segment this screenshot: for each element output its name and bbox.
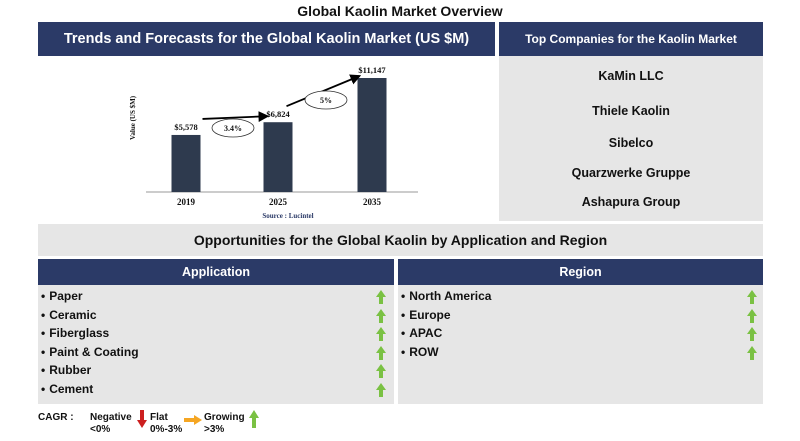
chart-header: Trends and Forecasts for the Global Kaol…: [38, 22, 495, 56]
region-header: Region: [398, 259, 763, 285]
bullet-icon: •: [401, 289, 406, 303]
chart-source: Source : Lucintel: [262, 212, 313, 220]
legend-negative-range: <0%: [90, 424, 111, 435]
list-item: • ROW: [401, 345, 439, 359]
list-item-label: Rubber: [49, 363, 92, 377]
list-item-label: Paper: [49, 289, 83, 303]
company-item: Quarzwerke Gruppe: [571, 166, 691, 180]
list-item-label: Europe: [409, 307, 451, 322]
cagr-bubble: [211, 118, 255, 138]
x-tick-label: 2019: [177, 197, 196, 207]
arrow-right-icon: [184, 415, 202, 425]
list-item: • Ceramic: [41, 308, 97, 322]
bullet-icon: •: [41, 326, 46, 340]
company-item: KaMin LLC: [598, 69, 664, 83]
legend-flat-range: 0%-3%: [150, 424, 183, 435]
cagr-label: 5%: [320, 96, 332, 105]
bullet-icon: •: [41, 363, 46, 377]
list-item-label: APAC: [409, 326, 443, 340]
region-panel: • North America • Europe • APAC • ROW: [398, 285, 763, 404]
y-axis-label: Value (US $M): [129, 95, 137, 140]
list-item: • Cement: [41, 382, 93, 396]
bar: [171, 134, 201, 192]
cagr-arrow: [202, 111, 270, 122]
list-item: • Fiberglass: [41, 326, 109, 340]
company-item: Sibelco: [608, 136, 654, 150]
chart-area: Value (US $M) $5,578 2019 $6,824 2025 $11,147…: [38, 56, 495, 221]
companies-panel: KaMin LLC Thiele Kaolin Sibelco Quarzwer…: [499, 56, 763, 221]
arrow-up-icon: [376, 327, 386, 341]
legend-title: CAGR :: [38, 412, 74, 423]
bullet-icon: •: [41, 381, 46, 396]
data-label: $6,824: [266, 109, 290, 119]
list-item-label: ROW: [409, 344, 439, 359]
list-item-label: Fiberglass: [49, 326, 110, 340]
list-item-label: Ceramic: [49, 307, 97, 322]
opportunities-title: Opportunities for the Global Kaolin by A…: [38, 224, 763, 256]
arrow-up-icon: [747, 327, 757, 341]
bullet-icon: •: [41, 289, 46, 303]
application-header: Application: [38, 259, 394, 285]
arrow-up-icon: [376, 345, 386, 360]
data-label: $11,147: [358, 65, 386, 75]
list-item-label: Cement: [49, 381, 94, 396]
company-item: Thiele Kaolin: [592, 104, 670, 118]
arrow-up-icon: [747, 345, 757, 360]
x-tick-label: 2035: [363, 197, 382, 207]
company-item: Ashapura Group: [581, 195, 681, 209]
arrow-up-icon: [249, 410, 259, 428]
list-item: • Europe: [401, 308, 451, 322]
application-panel: • Paper • Ceramic • Fiberglass • Paint & Coatin…: [38, 285, 394, 404]
bullet-icon: •: [41, 344, 46, 359]
page-title: Global Kaolin Market Overview: [297, 3, 503, 19]
arrow-down-icon: [137, 410, 147, 428]
bar-chart: Value (US $M) $5,578 2019 $6,824 2025 $11,147…: [129, 65, 418, 220]
cagr-label: 3.4%: [224, 124, 242, 133]
legend-growing-label: Growing: [204, 412, 245, 423]
x-tick-label: 2025: [269, 197, 288, 207]
arrow-up-icon: [376, 382, 386, 397]
legend-growing-range: >3%: [204, 424, 225, 435]
arrow-up-icon: [747, 290, 757, 304]
legend-flat-label: Flat: [150, 412, 168, 423]
list-item: • Paper: [41, 289, 83, 303]
bullet-icon: •: [41, 307, 46, 322]
cagr-legend: CAGR : Negative <0% Flat 0%-3% Growing >…: [38, 410, 278, 438]
list-item-label: Paint & Coating: [49, 344, 139, 359]
list-item: • Paint & Coating: [41, 345, 139, 359]
bar: [357, 78, 387, 192]
arrow-up-icon: [376, 308, 386, 323]
arrow-up-icon: [376, 290, 386, 304]
legend-negative-label: Negative: [90, 412, 132, 423]
list-item: • Rubber: [41, 363, 91, 377]
bullet-icon: •: [401, 307, 406, 322]
bullet-icon: •: [401, 344, 406, 359]
arrow-up-icon: [376, 364, 386, 378]
arrow-up-icon: [747, 308, 757, 323]
bar: [263, 122, 293, 192]
cagr-bubble: [304, 90, 348, 110]
companies-header: Top Companies for the Kaolin Market: [499, 22, 763, 56]
list-item: • APAC: [401, 326, 442, 340]
data-label: $5,578: [174, 122, 197, 132]
list-item-label: North America: [409, 289, 492, 303]
list-item: • North America: [401, 289, 491, 303]
bullet-icon: •: [401, 326, 406, 340]
